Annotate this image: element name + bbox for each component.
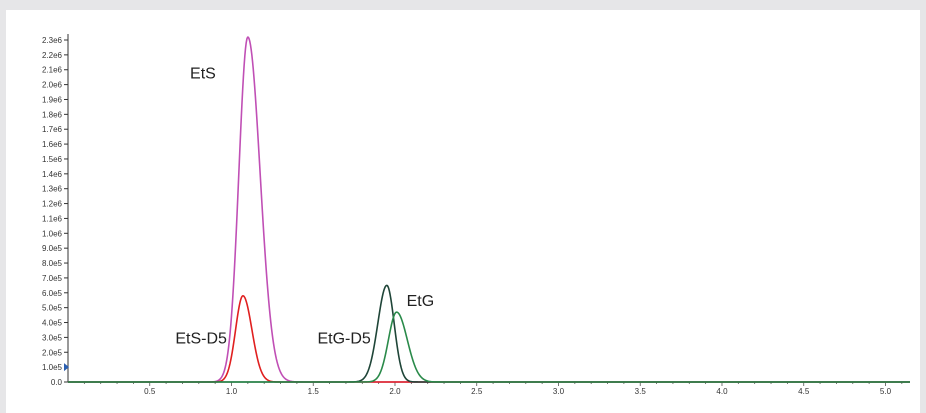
x-tick-label: 2.5: [471, 387, 483, 396]
peak-label-ets-d5: EtS-D5: [175, 330, 227, 347]
y-tick-label: 1.7e6: [42, 125, 63, 134]
x-tick-label: 3.5: [635, 387, 647, 396]
y-tick-label: 2.0e5: [42, 348, 63, 357]
series-line-etg: [67, 311, 911, 383]
y-tick-label: 6.0e5: [42, 289, 63, 298]
series-lines: [67, 36, 911, 383]
y-tick-label: 2.1e6: [42, 66, 63, 75]
y-tick-label: 4.0e5: [42, 319, 63, 328]
x-tick-label: 4.0: [716, 387, 728, 396]
y-tick-label: 5.0e5: [42, 304, 63, 313]
y-tick-label: 1.3e6: [42, 185, 63, 194]
y-tick-label: 1.0e6: [42, 229, 63, 238]
y-tick-label: 1.2e6: [42, 200, 63, 209]
x-axis: 0.5 1.0 1.5 2.0 2.5 3.0 3.5 4.0 4.5 5.0: [68, 381, 910, 396]
y-tick-label: 1.0e5: [42, 363, 63, 372]
x-tick-label: 3.0: [553, 387, 565, 396]
chromatogram-chart: 0.0 1.0e5 2.0e5 3.0e5 4.0e5 5.0e5 6.0e5 7.0e5 8.…: [42, 34, 911, 396]
x-tick-label: 5.0: [880, 387, 892, 396]
y-tick-label: 0.0: [51, 378, 63, 387]
y-tick-label: 2.0e6: [42, 81, 63, 90]
y-tick-label: 7.0e5: [42, 274, 63, 283]
x-tick-label: 0.5: [144, 387, 156, 396]
peak-label-ets: EtS: [190, 66, 216, 83]
x-tick-label: 1.0: [226, 387, 238, 396]
x-tick-label: 2.0: [389, 387, 401, 396]
x-tick-label: 1.5: [308, 387, 320, 396]
y-tick-label: 1.6e6: [42, 140, 63, 149]
x-tick-label: 4.5: [798, 387, 810, 396]
y-tick-label: 1.8e6: [42, 110, 63, 119]
y-axis: 0.0 1.0e5 2.0e5 3.0e5 4.0e5 5.0e5 6.0e5 7.0e5 8.…: [42, 34, 69, 387]
peak-labels: EtS EtS-D5 EtG-D5 EtG: [175, 66, 434, 348]
y-tick-label: 2.2e6: [42, 51, 63, 60]
y-tick-label: 1.5e6: [42, 155, 63, 164]
y-tick-label: 3.0e5: [42, 333, 63, 342]
chromatogram-panel: 0.0 1.0e5 2.0e5 3.0e5 4.0e5 5.0e5 6.0e5 7.0e5 8.…: [6, 10, 920, 413]
y-tick-label: 1.4e6: [42, 170, 63, 179]
peak-label-etg-d5: EtG-D5: [317, 330, 370, 347]
y-tick-label: 9.0e5: [42, 244, 63, 253]
peak-label-etg: EtG: [407, 293, 435, 310]
y-tick-label: 2.3e6: [42, 36, 63, 45]
y-tick-label: 8.0e5: [42, 259, 63, 268]
axis-marker-icon: [64, 363, 69, 372]
y-tick-label: 1.1e6: [42, 214, 63, 223]
y-tick-label: 1.9e6: [42, 95, 63, 104]
